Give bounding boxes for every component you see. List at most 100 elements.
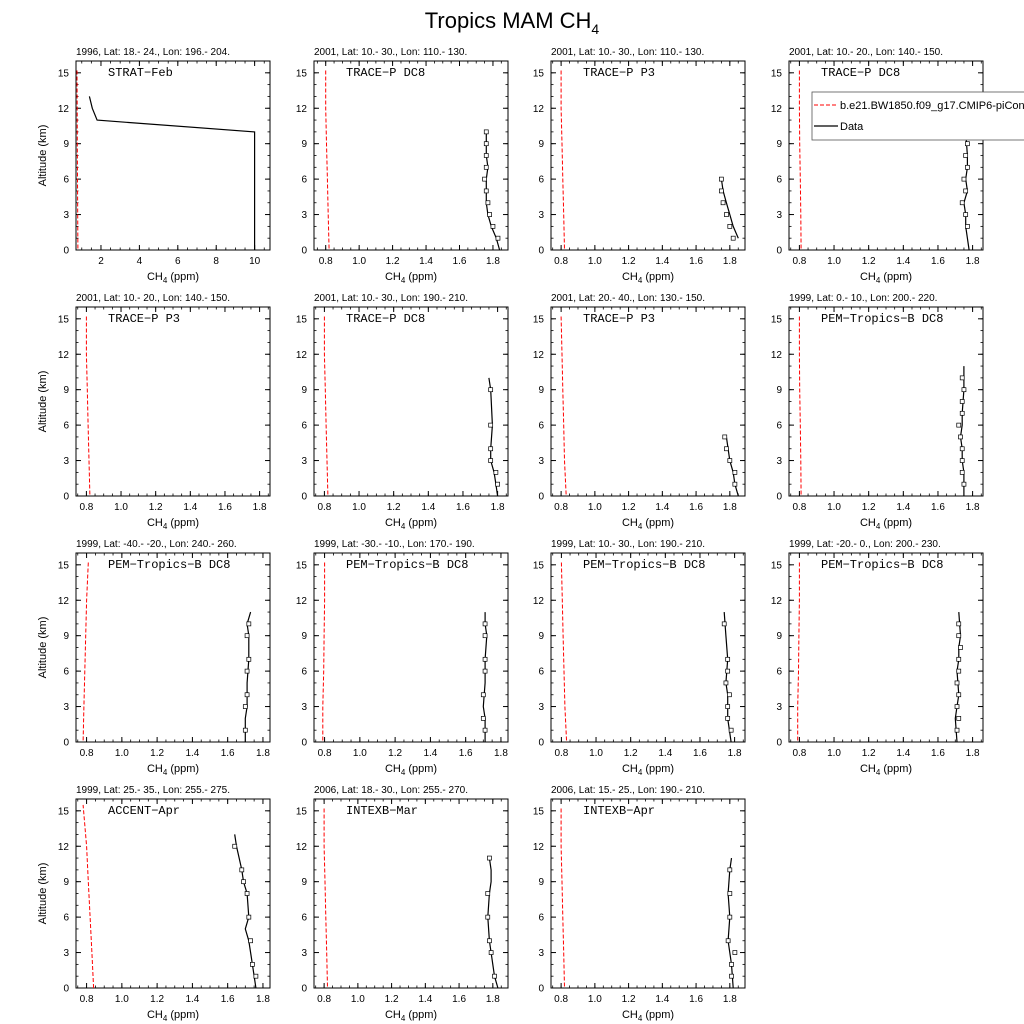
y-tick-label: 15 (533, 68, 545, 79)
x-axis-label-main: CH (622, 1009, 638, 1021)
panel-header: 2001, Lat: 10.- 30., Lon: 110.- 130. (314, 47, 467, 58)
x-axis-label: CH4 (ppm) (622, 517, 674, 531)
panel-14: 2006, Lat: 18.- 30., Lon: 255.- 270. INTE… (296, 785, 509, 1023)
data-marker (958, 645, 963, 650)
model-series-line (797, 562, 800, 742)
x-tick-label: 1.8 (256, 994, 270, 1005)
campaign-label: PEM−Tropics−B DC8 (821, 558, 943, 572)
y-tick-label: 0 (63, 246, 69, 257)
y-tick-label: 12 (771, 350, 783, 361)
campaign-label: TRACE−P P3 (108, 312, 180, 326)
data-marker (956, 692, 962, 698)
x-axis-label-unit: (ppm) (642, 271, 674, 283)
y-tick-label: 0 (301, 492, 307, 503)
y-axis-label: Altitude (km) (37, 617, 49, 679)
campaign-label: INTEXB−Mar (346, 804, 418, 818)
data-marker (959, 446, 965, 452)
x-axis-label-main: CH (385, 517, 401, 529)
x-tick-label: 0.8 (80, 748, 94, 759)
x-tick-label: 1.2 (622, 256, 636, 267)
x-axis-label-unit: (ppm) (167, 763, 199, 775)
x-axis-label-subscript: 4 (876, 522, 881, 531)
y-tick-label: 6 (301, 175, 307, 186)
data-marker (729, 962, 734, 967)
model-series-line (560, 316, 567, 497)
x-tick-label: 1.2 (387, 502, 401, 513)
y-tick-label: 15 (771, 314, 783, 325)
data-marker (492, 973, 497, 979)
data-marker (959, 200, 965, 206)
data-marker (495, 235, 501, 241)
y-tick-label: 9 (301, 631, 307, 642)
data-marker (485, 891, 491, 896)
x-axis-label: CH4 (ppm) (385, 271, 437, 285)
x-tick-label: 1.2 (862, 748, 876, 759)
panel-header: 2006, Lat: 15.- 25., Lon: 190.- 210. (551, 785, 705, 796)
y-tick-label: 0 (776, 738, 782, 749)
y-tick-label: 6 (301, 421, 307, 432)
data-marker (480, 692, 486, 698)
y-tick-label: 9 (538, 139, 544, 150)
x-tick-label: 1.6 (689, 994, 703, 1005)
data-marker (483, 164, 489, 170)
x-axis-label-unit: (ppm) (880, 517, 912, 529)
y-tick-label: 3 (776, 702, 782, 713)
data-marker (482, 176, 487, 182)
y-tick-label: 0 (538, 738, 544, 749)
x-tick-label: 1.6 (459, 748, 473, 759)
data-marker (724, 446, 729, 452)
data-marker (482, 727, 488, 733)
data-marker (482, 621, 488, 627)
model-series-line (82, 562, 89, 743)
x-tick-label: 1.0 (351, 994, 365, 1005)
x-tick-label: 1.6 (221, 748, 235, 759)
y-tick-label: 9 (776, 139, 782, 150)
y-tick-label: 15 (533, 806, 545, 817)
data-marker (483, 129, 489, 135)
data-marker (482, 668, 488, 674)
figure-title-subscript: 4 (591, 21, 599, 37)
y-tick-label: 6 (776, 175, 782, 186)
data-marker (244, 633, 250, 639)
data-series-line (244, 611, 252, 742)
data-marker (725, 716, 731, 721)
data-marker (487, 212, 492, 217)
campaign-label: TRACE−P P3 (583, 66, 655, 80)
x-axis-label: CH4 (ppm) (860, 517, 912, 531)
data-marker (485, 914, 491, 920)
y-tick-label: 0 (63, 984, 69, 995)
x-axis-label: CH4 (ppm) (622, 1009, 674, 1023)
panel-header: 1999, Lat: -20.- 0., Lon: 200.- 230. (789, 539, 941, 550)
data-marker (961, 481, 967, 487)
plot-frame (75, 798, 271, 989)
data-marker (727, 914, 733, 920)
x-axis-label-unit: (ppm) (405, 517, 437, 529)
y-tick-label: 0 (301, 984, 307, 995)
legend-data-label: Data (840, 121, 864, 133)
data-series-line (482, 612, 488, 742)
x-tick-label: 0.8 (319, 256, 333, 267)
x-tick-label: 1.2 (624, 748, 638, 759)
data-marker (487, 938, 492, 944)
data-marker (483, 188, 489, 194)
x-tick-label: 1.8 (491, 502, 505, 513)
y-tick-label: 12 (296, 350, 308, 361)
panel-1: 1996, Lat: 18.- 24., Lon: 196.- 204. STRA… (37, 47, 271, 285)
data-marker (242, 727, 248, 733)
data-marker (727, 224, 733, 229)
x-axis-label-subscript: 4 (163, 1014, 168, 1023)
x-tick-label: 1.8 (723, 502, 737, 513)
y-tick-label: 0 (63, 492, 69, 503)
x-axis-label-subscript: 4 (638, 276, 643, 285)
x-tick-label: 1.6 (456, 502, 470, 513)
y-tick-label: 12 (296, 596, 308, 607)
plot-frame (313, 60, 509, 251)
figure-title-main: Tropics MAM CH (425, 8, 592, 33)
x-tick-label: 6 (175, 256, 181, 267)
x-tick-label: 1.8 (966, 256, 980, 267)
x-tick-label: 1.2 (385, 994, 399, 1005)
model-series-line (322, 562, 326, 742)
figure-title: Tropics MAM CH4 (425, 8, 600, 37)
x-axis-label: CH4 (ppm) (622, 763, 674, 777)
